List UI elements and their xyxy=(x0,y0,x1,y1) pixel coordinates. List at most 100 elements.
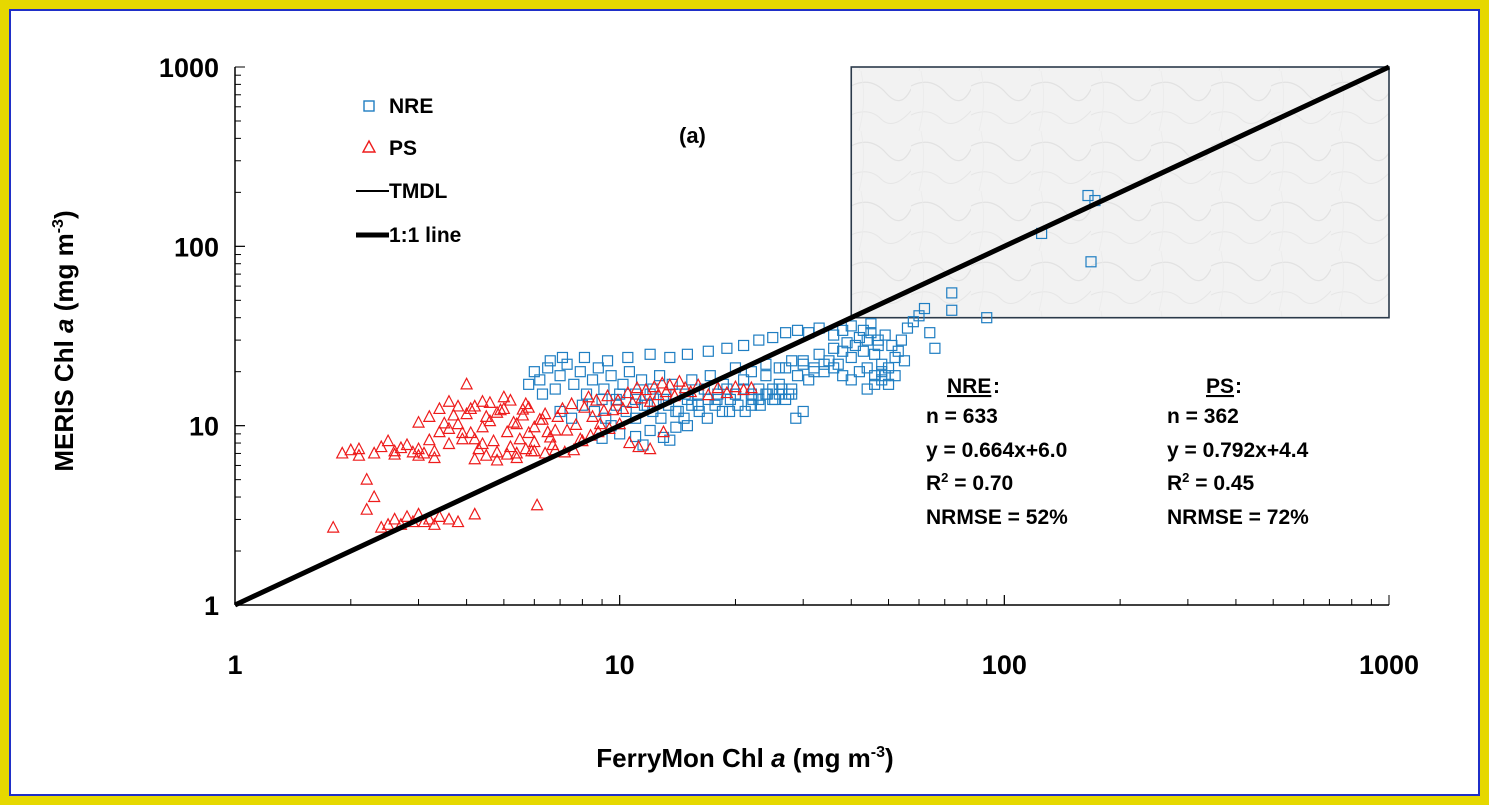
ps-point xyxy=(417,514,431,528)
ps-point xyxy=(639,382,653,396)
nre-point xyxy=(876,374,888,386)
nre-point xyxy=(554,370,566,382)
ps-point xyxy=(510,446,524,459)
nre-point xyxy=(566,412,578,424)
nre-point xyxy=(586,374,599,386)
ps-point xyxy=(516,408,530,421)
x-tick-label: 1000 xyxy=(1359,650,1419,680)
ps-point xyxy=(432,424,446,438)
stats-ps-r2: R2 = 0.45 xyxy=(1167,470,1255,495)
ps-point xyxy=(437,416,451,429)
nre-point xyxy=(853,331,866,344)
ps-point xyxy=(455,431,469,445)
ps-point xyxy=(412,448,426,461)
ps-point xyxy=(427,443,441,457)
nre-point xyxy=(861,362,873,374)
ps-point xyxy=(487,433,501,447)
ps-point xyxy=(406,445,420,458)
ps-point xyxy=(360,472,374,485)
nre-point xyxy=(813,348,825,360)
ps-point xyxy=(464,401,478,415)
nre-point xyxy=(536,388,549,400)
stats-ps-colon: : xyxy=(1235,375,1242,398)
nre-point xyxy=(918,302,931,315)
ps-point xyxy=(527,443,541,457)
ps-point xyxy=(400,509,414,522)
ps-point xyxy=(616,401,630,415)
legend-label-nre: NRE xyxy=(389,95,433,118)
x-tick-label: 1 xyxy=(227,650,242,680)
x-tick-labels: 1 10 100 1000 xyxy=(227,650,1419,680)
nre-point xyxy=(686,374,698,386)
nre-point xyxy=(523,378,535,390)
legend-marker-nre xyxy=(363,100,375,112)
ps-point xyxy=(352,441,366,455)
stats-ps: PS : n = 362 y = 0.792x+4.4 R2 = 0.45 NR… xyxy=(1167,375,1309,529)
x-tick-label: 10 xyxy=(605,650,635,680)
ps-point xyxy=(530,497,544,511)
nre-point xyxy=(865,318,877,330)
ps-point xyxy=(427,517,441,530)
axes xyxy=(234,66,1390,606)
ps-point xyxy=(352,448,366,461)
ps-point xyxy=(632,439,646,453)
nre-point xyxy=(869,348,881,360)
ps-point xyxy=(455,425,469,439)
nre-point xyxy=(635,374,648,386)
nre-point xyxy=(580,388,593,400)
nre-point xyxy=(693,405,705,418)
ps-point xyxy=(500,424,514,438)
nre-point xyxy=(857,345,869,357)
ps-point xyxy=(630,380,644,394)
stats-nre-r2: R2 = 0.70 xyxy=(926,470,1013,495)
stats-ps-nrmse: NRMSE = 72% xyxy=(1167,506,1309,529)
scatter-chart: 1 10 100 1000 1 10 100 1000 (a) NRE PS TMDL 1:… xyxy=(49,53,1419,773)
ps-point xyxy=(589,393,603,406)
nre-point xyxy=(879,329,891,341)
nre-point xyxy=(664,434,676,446)
ps-point xyxy=(728,379,742,393)
x-tick-label: 100 xyxy=(982,650,1027,680)
nre-point xyxy=(828,342,840,354)
nre-point xyxy=(745,399,757,411)
nre-point xyxy=(869,370,881,382)
nre-point xyxy=(578,351,591,364)
ps-point xyxy=(388,512,402,525)
nre-point xyxy=(601,355,614,367)
nre-point xyxy=(907,316,919,328)
ps-point xyxy=(503,439,517,453)
nre-point xyxy=(797,358,809,370)
ps-point xyxy=(500,447,514,460)
nre-point xyxy=(620,405,632,418)
nre-point xyxy=(981,312,993,324)
nre-point xyxy=(670,421,682,433)
nre-point xyxy=(681,420,694,432)
ps-point xyxy=(643,394,657,407)
nre-point xyxy=(841,337,853,349)
nre-point xyxy=(882,362,895,374)
ps-point xyxy=(510,450,524,464)
ps-point xyxy=(412,441,426,455)
nre-point xyxy=(592,362,604,374)
ps-point xyxy=(400,437,414,451)
nre-point xyxy=(542,362,554,374)
y-tick-label: 1000 xyxy=(159,53,219,83)
nre-point xyxy=(556,351,569,364)
ps-point xyxy=(565,396,579,410)
ps-point xyxy=(527,434,541,448)
nre-point xyxy=(837,370,849,382)
nre-point xyxy=(895,334,907,346)
ps-point xyxy=(655,376,669,389)
nre-point xyxy=(790,412,802,424)
y-tick-label: 10 xyxy=(189,412,219,442)
ps-point xyxy=(737,382,751,396)
stats-nre-fit: y = 0.664x+6.0 xyxy=(926,439,1067,462)
ps-point xyxy=(483,413,497,427)
ps-point xyxy=(476,394,490,407)
ps-point xyxy=(460,406,474,420)
nre-point xyxy=(574,366,586,378)
nre-point xyxy=(876,358,888,370)
nre-point xyxy=(786,355,798,367)
nre-point xyxy=(623,366,636,378)
ps-point xyxy=(335,446,349,459)
